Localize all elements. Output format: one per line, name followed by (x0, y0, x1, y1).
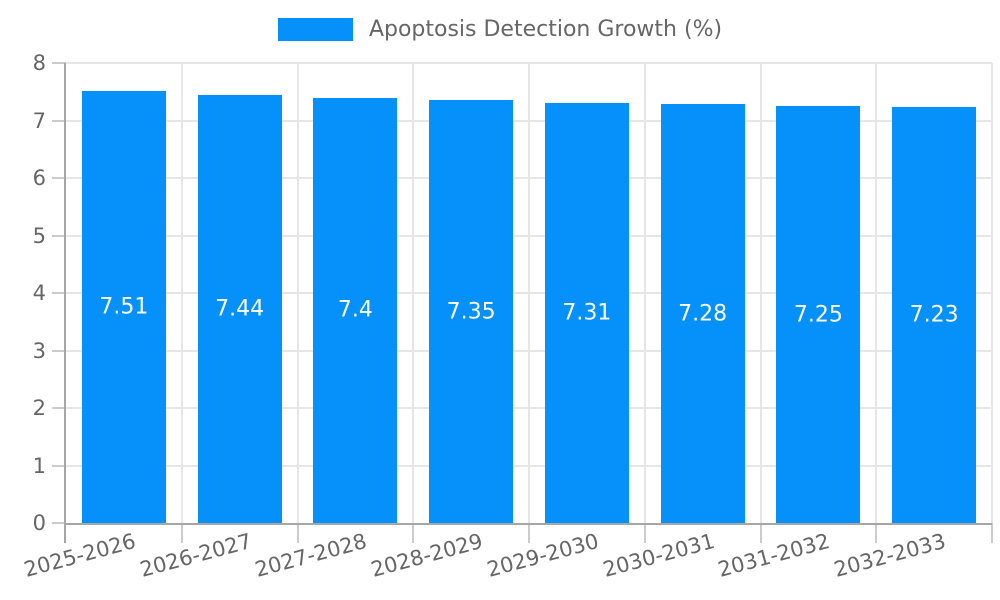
y-tick (52, 177, 66, 179)
legend[interactable]: Apoptosis Detection Growth (%) (0, 17, 1000, 42)
v-gridline (528, 63, 530, 523)
bar[interactable] (81, 91, 166, 523)
y-axis-label: 7 (32, 108, 46, 133)
y-axis-label: 0 (32, 511, 46, 535)
x-axis-label: 2032-2033 (831, 529, 949, 582)
bar-value-label: 7.23 (909, 302, 959, 328)
x-tick (875, 523, 878, 543)
y-axis-label: 8 (32, 51, 46, 75)
legend-swatch (277, 18, 353, 41)
bar-value-label: 7.51 (99, 294, 149, 320)
bar-value-label: 7.25 (793, 302, 843, 328)
bar[interactable] (197, 95, 282, 523)
y-axis-label: 1 (32, 453, 46, 478)
y-tick (52, 522, 66, 524)
y-tick (52, 62, 66, 64)
y-tick (52, 407, 66, 409)
bar-value-label: 7.35 (446, 299, 496, 325)
v-gridline (875, 63, 878, 523)
v-gridline (412, 63, 415, 523)
x-axis-label: 2030-2031 (600, 529, 717, 582)
y-tick (52, 464, 66, 467)
bar[interactable] (776, 106, 861, 523)
x-axis (64, 523, 992, 525)
bar-value-label: 7.28 (678, 301, 728, 327)
x-tick (528, 523, 530, 543)
v-gridline (180, 63, 183, 523)
bar[interactable] (313, 97, 398, 523)
y-axis-label: 5 (32, 223, 46, 248)
y-axis-label: 6 (32, 166, 46, 190)
v-gridline (991, 63, 993, 523)
y-axis (64, 63, 66, 543)
x-axis-label: 2031-2032 (715, 529, 833, 582)
x-tick (296, 523, 299, 543)
y-axis-label: 4 (32, 281, 46, 305)
legend-label: Apoptosis Detection Growth (%) (368, 17, 723, 42)
y-axis-label: 3 (32, 338, 46, 363)
x-tick (412, 523, 415, 543)
x-axis-label: 2028-2029 (368, 529, 486, 582)
bar-value-label: 7.4 (337, 297, 373, 323)
bar[interactable] (660, 104, 745, 523)
v-gridline (296, 63, 299, 523)
x-tick (180, 523, 183, 543)
x-tick (759, 523, 762, 543)
y-tick (52, 292, 66, 294)
x-axis-label: 2025-2026 (21, 529, 139, 582)
v-gridline (759, 63, 762, 523)
x-axis-label: 2026-2027 (137, 529, 254, 582)
y-tick (52, 119, 66, 122)
v-gridline (643, 63, 646, 523)
bar-value-label: 7.44 (215, 296, 265, 322)
y-tick (52, 349, 66, 352)
x-axis-label: 2029-2030 (484, 529, 602, 582)
x-tick (643, 523, 646, 543)
bar[interactable] (429, 100, 514, 523)
x-axis-label: 2027-2028 (252, 529, 370, 582)
x-tick (991, 523, 993, 543)
y-tick (52, 234, 66, 237)
bar[interactable] (544, 102, 629, 523)
bar[interactable] (892, 107, 977, 523)
y-axis-label: 2 (32, 396, 46, 420)
bar-value-label: 7.31 (562, 300, 612, 326)
